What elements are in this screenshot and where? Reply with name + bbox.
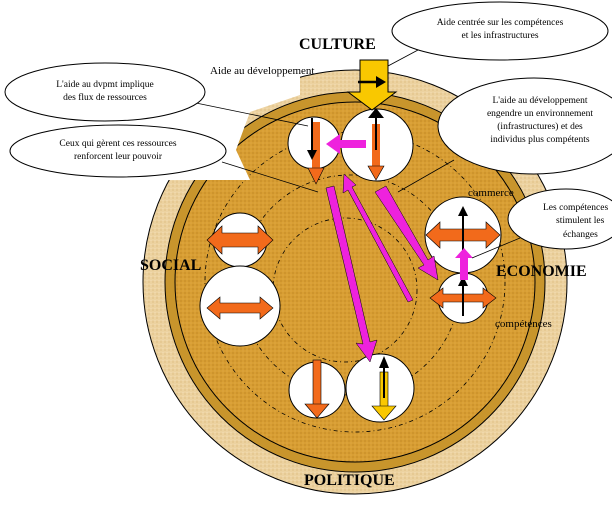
callout-pouvoir: Ceux qui gèrent ces ressources renforcen… xyxy=(9,124,319,193)
label-economie: ECONOMIE xyxy=(496,263,587,280)
label-culture: CULTURE xyxy=(299,36,376,53)
resource-flow-arrows xyxy=(325,173,439,363)
callout-stimulent-line-2: stimulent les xyxy=(556,216,605,226)
callout-competences-infra-line-2: et les infrastructures xyxy=(461,30,538,41)
culture-node xyxy=(287,108,414,185)
callout-environnement-line-1: L'aide au développement xyxy=(492,96,587,106)
label-social: SOCIAL xyxy=(140,257,201,274)
callout-competences-infra: Aide centrée sur les compétences et les … xyxy=(387,1,609,67)
callout-environnement: L'aide au développement engendre un envi… xyxy=(397,77,612,193)
callout-environnement-line-4: individus plus compétents xyxy=(490,135,590,145)
callout-competences-infra-line-1: Aide centrée sur les compétences xyxy=(437,18,564,28)
callout-pouvoir-line-1: Ceux qui gèrent ces ressources xyxy=(59,139,176,149)
dotted-ring-3 xyxy=(272,217,418,363)
callout-environnement-line-2: engendre un environnement xyxy=(487,109,593,119)
callout-flux-line-1: L'aide au dvpmt implique xyxy=(56,80,153,90)
aid-input-box xyxy=(346,59,398,111)
social-node xyxy=(199,212,281,347)
callout-pouvoir-line-2: renforcent leur pouvoir xyxy=(74,151,163,162)
label-competences: compétences xyxy=(495,318,552,330)
callout-flux-line-2: des flux de ressources xyxy=(63,92,147,103)
label-aide-dev: Aide au développement xyxy=(210,65,314,77)
politique-node xyxy=(288,353,415,423)
label-commerce: commerce xyxy=(468,187,514,199)
label-politique: POLITIQUE xyxy=(304,472,395,489)
callout-stimulent-line-3: échanges xyxy=(563,230,598,240)
callout-flux: L'aide au dvpmt implique des flux de res… xyxy=(4,62,309,127)
callout-stimulent: Les compétences stimulent les échanges xyxy=(471,188,612,259)
callout-environnement-line-3: (infrastructures) et des xyxy=(497,121,583,132)
callout-stimulent-line-1: Les compétences xyxy=(543,203,608,213)
